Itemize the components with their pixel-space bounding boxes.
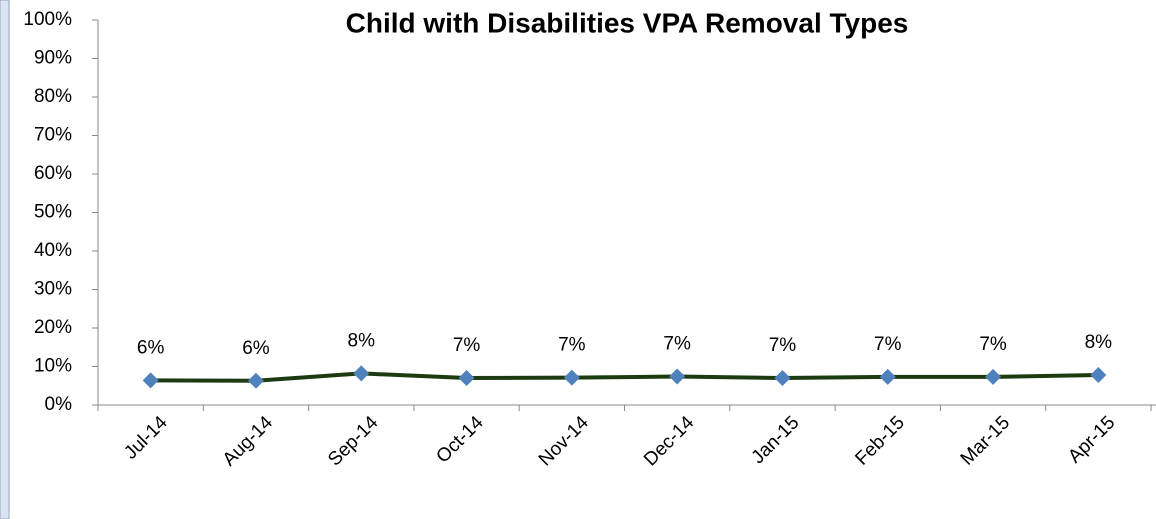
data-label: 7%: [663, 334, 691, 355]
chart-title: Child with Disabilities VPA Removal Type…: [346, 7, 909, 38]
data-point: [353, 365, 370, 382]
side-strip: [0, 0, 10, 519]
data-label: 7%: [453, 335, 481, 356]
y-tick-label: 10%: [34, 356, 72, 377]
y-tick-label: 50%: [34, 202, 72, 223]
data-label: 7%: [979, 334, 1007, 355]
data-point: [563, 369, 580, 386]
y-tick-label: 30%: [34, 279, 72, 300]
y-tick-label: 90%: [34, 48, 72, 69]
data-point: [669, 368, 686, 385]
data-point: [774, 370, 791, 387]
y-tick-label: 20%: [34, 317, 72, 338]
data-point: [1090, 366, 1107, 383]
data-label: 7%: [769, 335, 797, 356]
data-label: 6%: [242, 338, 270, 359]
data-label: 6%: [137, 337, 165, 358]
data-point: [247, 372, 264, 389]
y-tick-label: 80%: [34, 86, 72, 107]
y-tick-label: 60%: [34, 163, 72, 184]
y-tick-label: 100%: [23, 9, 72, 30]
data-label: 7%: [558, 335, 586, 356]
data-label: 8%: [348, 330, 376, 351]
data-point: [985, 368, 1002, 385]
y-tick-label: 70%: [34, 125, 72, 146]
y-tick-label: 0%: [45, 394, 73, 415]
data-point: [142, 372, 159, 389]
data-label: 7%: [874, 334, 902, 355]
data-label: 8%: [1085, 332, 1113, 353]
y-tick-label: 40%: [34, 240, 72, 261]
data-point: [458, 370, 475, 387]
data-point: [879, 368, 896, 385]
series-line: [150, 371, 1099, 383]
